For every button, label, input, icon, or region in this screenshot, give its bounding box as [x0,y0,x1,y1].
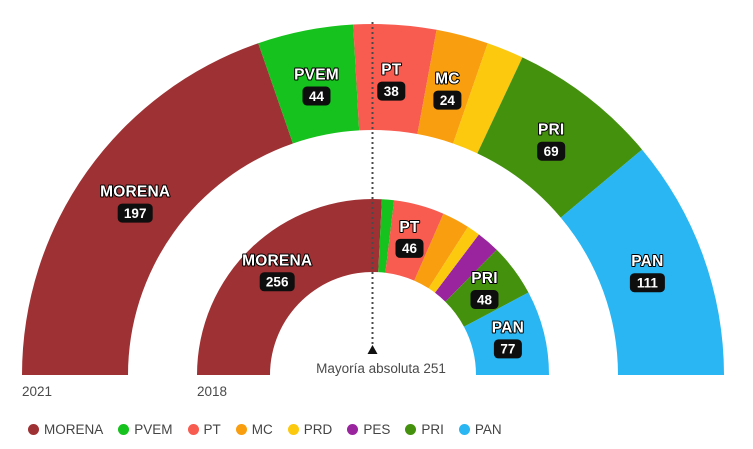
legend-color-dot [118,424,130,435]
segment-seats-badge [395,238,424,258]
segment-seats-badge [433,90,462,110]
label-2018-morena: MORENA 256 [241,251,313,292]
segment-seats-badge [117,203,153,223]
segment-party-label: MORENA [242,252,312,269]
year-label-2021: 2021 [22,384,52,399]
segment-seats-value: 69 [544,144,559,159]
ring-2018-segment-pan [463,292,549,375]
ring-2018-segment-mc [414,213,468,289]
ring-2021-segment-mc [417,29,488,144]
legend-item-pes: PES [347,422,390,437]
segment-party-label: PVEM [294,67,339,84]
segment-seats-badge [493,339,522,359]
segment-seats-badge [377,81,406,101]
legend-item-pt: PT [187,422,221,437]
segment-seats-value: 44 [309,89,325,104]
ring-2021 [22,23,724,375]
majority-triangle-icon [367,345,378,354]
segment-seats-badge [302,86,331,106]
segment-party-label: PAN [631,253,663,270]
legend-item-pvem: PVEM [118,422,173,437]
legend-item-morena: MORENA [28,422,103,437]
label-2018-pri: PRI 48 [470,269,499,309]
legend-item-label: PAN [474,422,502,437]
legend-color-dot [235,424,247,435]
segment-seats-value: 38 [384,84,400,99]
segment-seats-value: 24 [440,93,456,108]
label-2021-pan: PAN 111 [629,252,665,293]
segment-party-label: MC [435,71,460,88]
legend-color-dot [347,424,359,435]
label-2018-pt: PT 46 [395,218,424,258]
label-2021-pvem: PVEM 44 [293,66,340,106]
legend-item-label: PES [363,422,391,437]
hemicycle-chart: MORENA 197 PVEM 44 PT 38 MC 24 PRI 69 PAN 111 2021 MO… [22,22,724,399]
ring-2018-segment-pri [445,249,529,327]
segment-seats-badge [470,290,499,309]
label-2021-pt: PT 38 [377,61,406,101]
segment-seats-badge [629,273,665,293]
ring-2021-segment-pt [353,23,437,135]
ring-2021-segment-pri [477,57,643,218]
segment-seats-value: 48 [477,292,493,307]
label-2018-pan: PAN 77 [491,318,525,359]
legend-item-label: PT [203,422,221,437]
segment-seats-value: 197 [124,206,147,221]
chart-legend: MORENA PVEM PT MC PRD PES PRI PAN [28,422,502,437]
segment-seats-value: 256 [266,275,289,290]
ring-2018-segment-pes [435,234,497,302]
legend-item-label: PRI [421,422,444,437]
ring-2018-segment-prd [428,226,479,293]
segment-seats-value: 111 [637,276,659,291]
label-2021-morena: MORENA 197 [99,183,171,223]
ring-2021-segment-prd [453,43,523,154]
segment-party-label: PRI [471,270,497,287]
segment-party-label: PAN [492,319,524,336]
majority-label: Mayoría absoluta 251 [316,361,446,376]
segment-seats-badge [259,272,295,292]
segment-seats-badge [537,141,566,161]
legend-color-dot [287,424,299,435]
segment-party-label: PRI [538,122,564,139]
legend-item-label: PRD [303,422,333,437]
legend-item-label: PVEM [134,422,173,437]
majority-marker: Mayoría absoluta 251 [316,22,446,376]
ring-2021-segment-morena [22,43,293,375]
segment-seats-value: 77 [500,342,515,357]
ring-2021-segment-pan [560,149,724,375]
legend-item-mc: MC [235,422,273,437]
segment-seats-value: 46 [402,241,418,256]
legend-color-dot [405,424,417,435]
legend-item-label: MC [251,422,273,437]
legend-item-prd: PRD [287,422,333,437]
legend-item-label: MORENA [44,422,104,437]
year-label-2018: 2018 [197,384,227,399]
segment-party-label: PT [399,219,420,236]
ring-2018-segment-pvem [378,199,395,273]
ring-2021-segment-pvem [258,24,360,144]
segment-party-label: MORENA [100,184,170,201]
legend-color-dot [187,424,199,435]
label-2021-mc: MC 24 [433,70,462,110]
legend-item-pan: PAN [458,422,502,437]
legend-color-dot [458,424,470,435]
segment-party-label: PT [381,62,402,79]
legend-color-dot [28,424,39,435]
label-2021-pri: PRI 69 [537,121,566,161]
legend-item-pri: PRI [405,422,444,437]
